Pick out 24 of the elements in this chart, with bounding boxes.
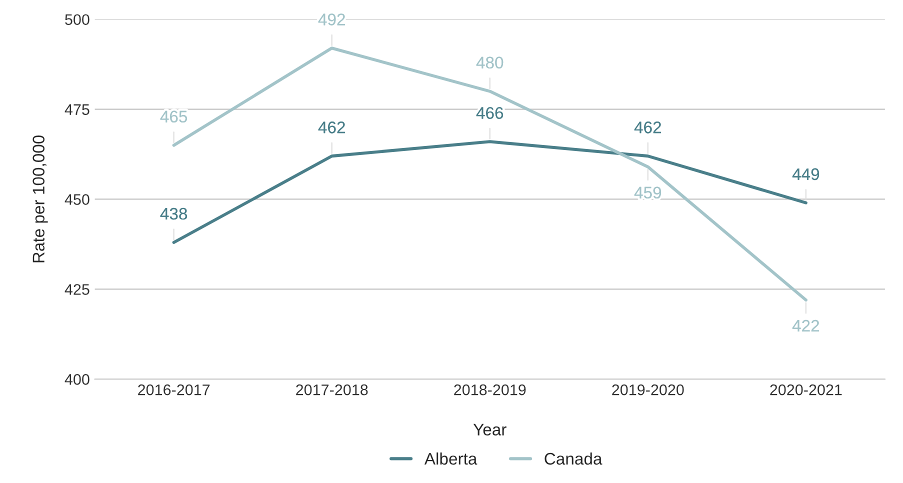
data-label: 465: [160, 110, 188, 123]
data-label: 480: [476, 56, 504, 69]
data-label: 462: [634, 122, 661, 134]
y-tick-label: 500: [65, 14, 90, 26]
y-tick-label: 400: [64, 374, 90, 385]
x-tick-label: 2017-2018: [296, 384, 368, 396]
x-tick-label: 2019-2020: [612, 384, 684, 396]
legend-label: Canada: [544, 452, 602, 465]
y-tick-label: 475: [64, 104, 90, 115]
data-label: 459: [634, 186, 662, 199]
data-label: 462: [318, 122, 345, 134]
y-tick-label: 450: [64, 194, 90, 205]
data-label: 492: [318, 14, 345, 26]
x-tick-label: 2020-2021: [770, 384, 842, 396]
x-tick-label: 2018-2019: [454, 384, 526, 396]
x-axis-title: Year: [473, 424, 506, 436]
data-label: 466: [476, 107, 504, 119]
data-label: 449: [792, 168, 820, 180]
y-axis-title: Rate per 100,000: [32, 135, 48, 262]
data-label: 438: [160, 208, 188, 220]
data-label: 422: [792, 320, 819, 332]
y-tick-label: 425: [64, 284, 90, 295]
legend-label: Alberta: [424, 452, 478, 465]
x-tick-label: 2016-2017: [138, 384, 210, 396]
